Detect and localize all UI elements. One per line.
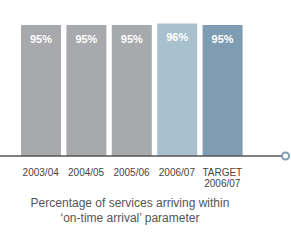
svg-text:2003/04: 2003/04 (23, 167, 60, 178)
svg-text:2005/06: 2005/06 (113, 167, 150, 178)
svg-text:95%: 95% (121, 33, 143, 45)
svg-text:TARGET2006/07: TARGET2006/07 (202, 167, 242, 189)
svg-text:95%: 95% (212, 33, 234, 45)
svg-text:95%: 95% (30, 33, 52, 45)
svg-text:2004/05: 2004/05 (68, 167, 105, 178)
svg-text:95%: 95% (75, 33, 97, 45)
svg-text:96%: 96% (166, 31, 188, 43)
svg-text:2006/07: 2006/07 (159, 167, 196, 178)
html-text:Percentage of services arrivin: Percentage of services arriving within ‘… (30, 196, 230, 225)
